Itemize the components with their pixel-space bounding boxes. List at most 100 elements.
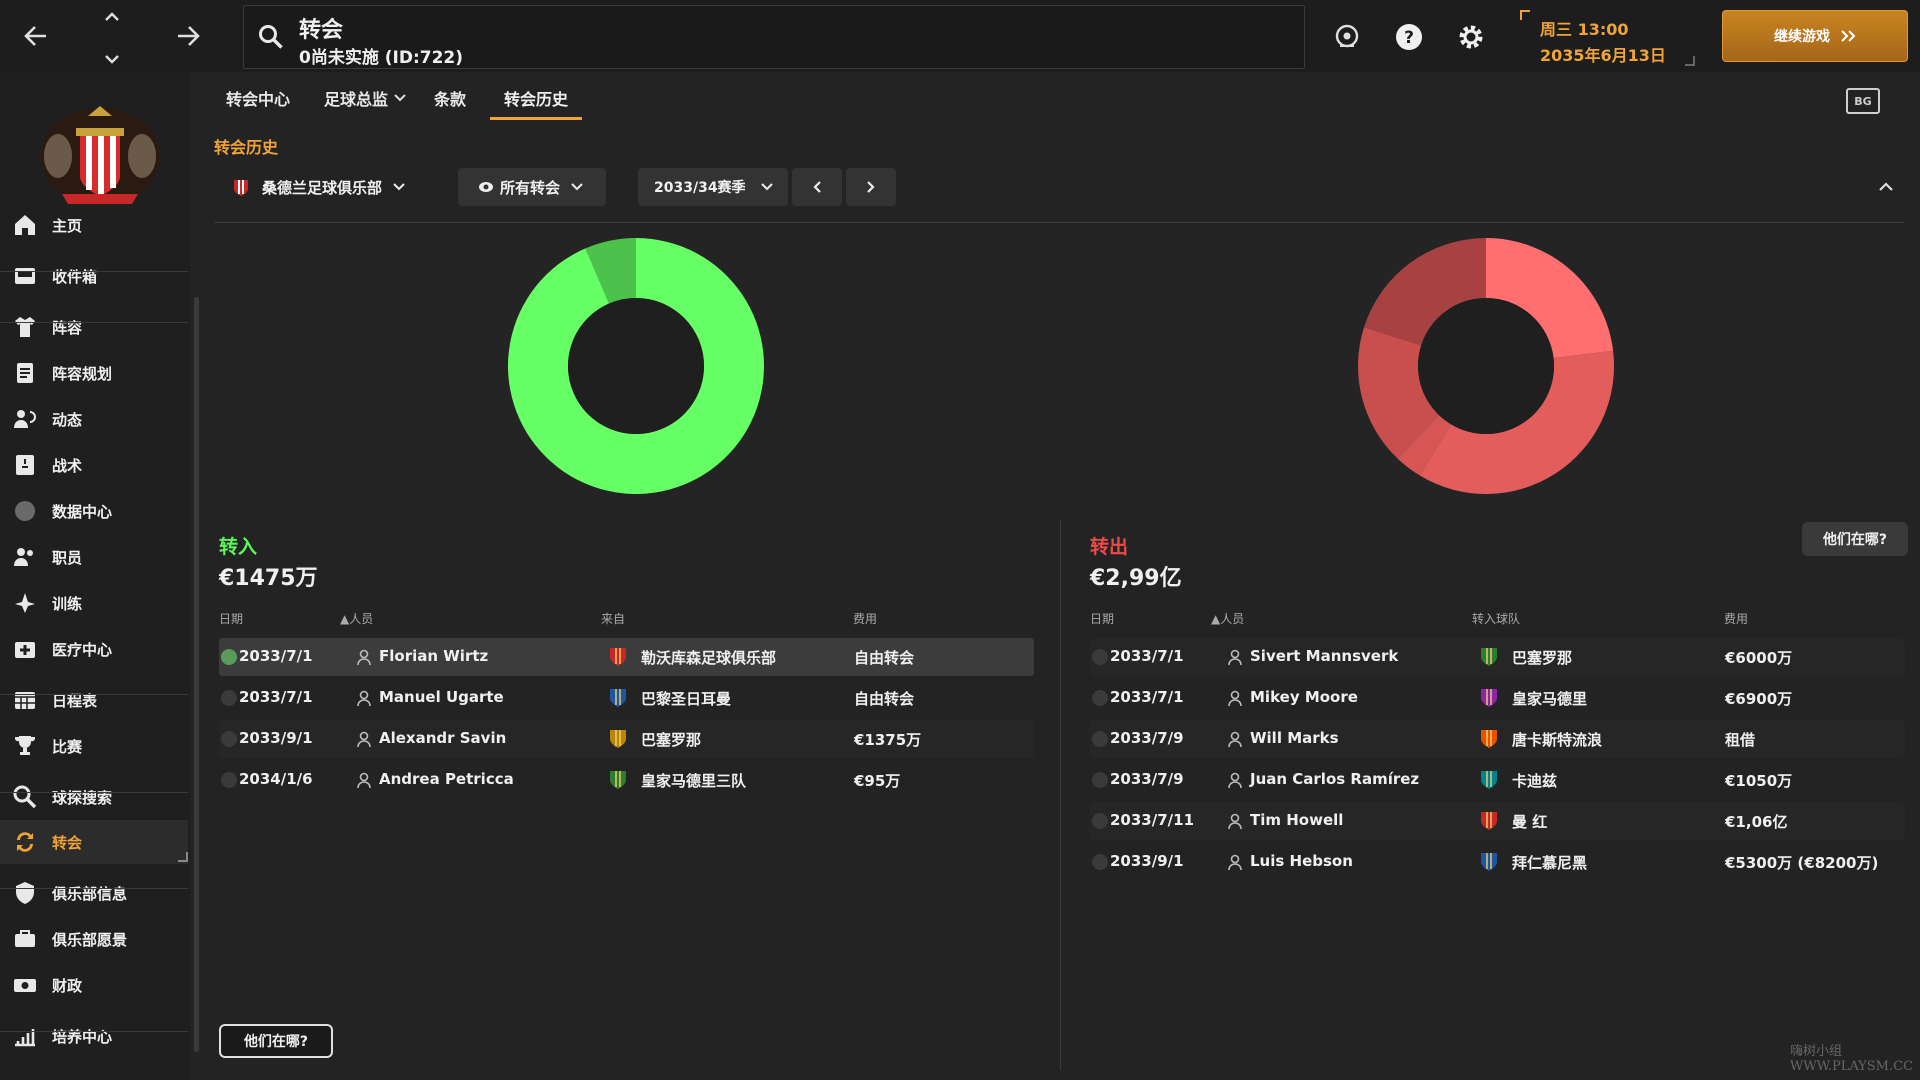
sidebar-item-inbox[interactable]: 收件箱 — [0, 254, 188, 298]
search-box[interactable]: 转会 0尚未实施 (ID:722) — [243, 5, 1305, 69]
match-ball-icon[interactable] — [1330, 20, 1364, 54]
row-club[interactable]: 唐卡斯特流浪 — [1512, 731, 1603, 749]
incoming-col-from[interactable]: 来自 — [601, 612, 626, 626]
row-person[interactable]: Mikey Moore — [1250, 688, 1358, 706]
chevron-up-icon[interactable] — [104, 10, 120, 22]
sidebar-item-shirt[interactable]: 阵容 — [0, 305, 188, 349]
incoming-col-person-label: 人员 — [349, 612, 374, 626]
sidebar-item-data-hub[interactable]: 数据中心 — [0, 489, 188, 533]
row-person[interactable]: Sivert Mannsverk — [1250, 647, 1399, 665]
sidebar-item-transfer[interactable]: 转会 — [0, 820, 188, 864]
row-club[interactable]: 皇家马德里 — [1512, 690, 1588, 708]
gear-icon[interactable] — [1454, 20, 1488, 54]
row-select-checkbox[interactable] — [221, 690, 237, 706]
sidebar-item-staff[interactable]: 职员 — [0, 535, 188, 579]
row-club[interactable]: 巴塞罗那 — [641, 731, 702, 749]
row-select-checkbox[interactable] — [1092, 813, 1108, 829]
tab-transfer-history[interactable]: 转会历史 — [490, 86, 582, 120]
sidebar-scrollbar[interactable] — [194, 297, 199, 1052]
screenshot-icon[interactable]: BG — [1846, 88, 1880, 114]
sidebar-item-medical[interactable]: 医疗中心 — [0, 627, 188, 671]
outgoing-donut-slice-5[interactable] — [1364, 238, 1486, 346]
row-select-checkbox[interactable] — [1092, 690, 1108, 706]
row-select-checkbox[interactable] — [221, 649, 237, 665]
incoming-table-row[interactable]: 2034/1/6 Andrea Petricca 皇家马德里三队 €95万 — [219, 761, 1034, 799]
row-select-checkbox[interactable] — [221, 772, 237, 788]
help-icon[interactable]: ? — [1392, 20, 1426, 54]
row-person[interactable]: Juan Carlos Ramírez — [1250, 770, 1420, 788]
chevron-down-icon[interactable] — [104, 54, 120, 66]
row-club[interactable]: 巴塞罗那 — [1512, 649, 1573, 667]
outgoing-donut-slice-3[interactable] — [1397, 415, 1451, 476]
outgoing-table-row[interactable]: 2033/9/1 Luis Hebson 拜仁慕尼黑 €5300万 (€8200万) — [1090, 843, 1905, 881]
row-select-checkbox[interactable] — [1092, 854, 1108, 870]
where-are-they-now-button[interactable]: 他们在哪? — [1802, 522, 1908, 556]
outgoing-table-row[interactable]: 2033/7/9 Juan Carlos Ramírez 卡迪兹 €1050万 — [1090, 761, 1905, 799]
outgoing-donut-slice-1[interactable] — [1486, 238, 1614, 358]
forward-arrow-icon[interactable] — [170, 18, 206, 54]
view-filter-dropdown[interactable]: 所有转会 — [458, 168, 606, 206]
outgoing-col-date[interactable]: 日期 — [1090, 612, 1115, 626]
incoming-table-row[interactable]: 2033/9/1 Alexandr Savin 巴塞罗那 €1375万 — [219, 720, 1034, 758]
outgoing-total: €2,99亿 — [1090, 566, 1182, 591]
outgoing-col-person[interactable]: ▲人员 — [1211, 612, 1245, 626]
tab-director-of-football[interactable]: 足球总监 — [324, 86, 406, 120]
sidebar-item-shield[interactable]: 俱乐部信息 — [0, 871, 188, 915]
tab-transfer-centre[interactable]: 转会中心 — [226, 90, 291, 109]
club-filter-label: 桑德兰足球俱乐部 — [262, 178, 383, 197]
row-club[interactable]: 拜仁慕尼黑 — [1512, 854, 1588, 872]
row-person[interactable]: Tim Howell — [1250, 811, 1344, 829]
sidebar-item-finance[interactable]: 财政 — [0, 963, 188, 1007]
row-person[interactable]: Florian Wirtz — [379, 647, 489, 665]
tab-clauses[interactable]: 条款 — [434, 90, 467, 109]
row-select-checkbox[interactable] — [1092, 772, 1108, 788]
outgoing-col-fee[interactable]: 费用 — [1724, 612, 1749, 626]
sidebar-item-training[interactable]: 训练 — [0, 581, 188, 625]
row-club[interactable]: 巴黎圣日耳曼 — [641, 690, 732, 708]
outgoing-table-row[interactable]: 2033/7/1 Sivert Mannsverk 巴塞罗那 €6000万 — [1090, 638, 1905, 676]
row-person[interactable]: Andrea Petricca — [379, 770, 514, 788]
next-season-button[interactable] — [846, 168, 896, 206]
row-person[interactable]: Manuel Ugarte — [379, 688, 504, 706]
row-person[interactable]: Will Marks — [1250, 729, 1339, 747]
where-are-they-now-button-bottom[interactable]: 他们在哪? — [219, 1024, 333, 1058]
sidebar-item-trophy[interactable]: 比赛 — [0, 724, 188, 768]
outgoing-table-row[interactable]: 2033/7/1 Mikey Moore 皇家马德里 €6900万 — [1090, 679, 1905, 717]
up-down-nav[interactable] — [96, 10, 128, 66]
sidebar-item-calendar[interactable]: 日程表 — [0, 678, 188, 722]
outgoing-donut-slice-2[interactable] — [1419, 350, 1614, 494]
collapse-chevron-up-icon[interactable] — [1878, 180, 1894, 192]
club-filter-dropdown[interactable]: 桑德兰足球俱乐部 — [222, 168, 432, 206]
row-club[interactable]: 卡迪兹 — [1512, 772, 1558, 790]
sidebar-item-vision[interactable]: 俱乐部愿景 — [0, 917, 188, 961]
incoming-col-fee[interactable]: 费用 — [853, 612, 878, 626]
sidebar-item-tactics[interactable]: 战术 — [0, 443, 188, 487]
incoming-col-person[interactable]: ▲人员 — [340, 612, 374, 626]
row-person[interactable]: Alexandr Savin — [379, 729, 507, 747]
outgoing-col-to[interactable]: 转入球队 — [1472, 612, 1521, 626]
sidebar-item-search[interactable]: 球探搜索 — [0, 775, 188, 819]
incoming-table-row[interactable]: 2033/7/1 Manuel Ugarte 巴黎圣日耳曼 自由转会 — [219, 679, 1034, 717]
outgoing-donut-slice-4[interactable] — [1358, 327, 1440, 459]
back-arrow-icon[interactable] — [18, 18, 54, 54]
outgoing-table-row[interactable]: 2033/7/9 Will Marks 唐卡斯特流浪 租借 — [1090, 720, 1905, 758]
incoming-donut-slice-1[interactable] — [508, 238, 764, 494]
incoming-table-row[interactable]: 2033/7/1 Florian Wirtz 勒沃库森足球俱乐部 自由转会 — [219, 638, 1034, 676]
row-club[interactable]: 勒沃库森足球俱乐部 — [641, 649, 777, 667]
incoming-col-date[interactable]: 日期 — [219, 612, 244, 626]
row-club[interactable]: 曼 红 — [1512, 813, 1548, 831]
row-person[interactable]: Luis Hebson — [1250, 852, 1353, 870]
incoming-donut-slice-2[interactable] — [585, 238, 636, 304]
row-club[interactable]: 皇家马德里三队 — [641, 772, 747, 790]
row-select-checkbox[interactable] — [1092, 731, 1108, 747]
continue-game-button[interactable]: 继续游戏 — [1722, 10, 1908, 62]
previous-season-button[interactable] — [792, 168, 842, 206]
sidebar-item-development[interactable]: 培养中心 — [0, 1014, 188, 1058]
season-filter-dropdown[interactable]: 2033/34赛季 — [638, 168, 788, 206]
sidebar-item-dynamics[interactable]: 动态 — [0, 397, 188, 441]
sidebar-item-home[interactable]: 主页 — [0, 203, 188, 247]
outgoing-table-row[interactable]: 2033/7/11 Tim Howell 曼 红 €1,06亿 — [1090, 802, 1905, 840]
row-select-checkbox[interactable] — [1092, 649, 1108, 665]
sidebar-item-clipboard[interactable]: 阵容规划 — [0, 351, 188, 395]
row-select-checkbox[interactable] — [221, 731, 237, 747]
